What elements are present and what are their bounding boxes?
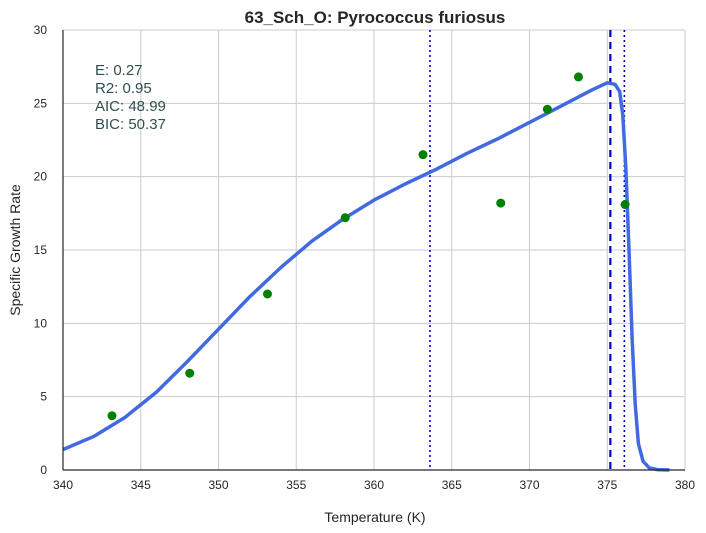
y-axis-label: Specific Growth Rate (7, 184, 23, 316)
y-tick-labels: 0 5 10 15 20 25 30 (34, 23, 48, 477)
y-tick-label: 30 (34, 23, 48, 37)
x-tick-label: 350 (208, 478, 228, 492)
data-points (107, 72, 630, 421)
data-point (573, 72, 583, 82)
data-point (107, 411, 117, 421)
x-tick-label: 355 (286, 478, 306, 492)
stat-e: E: 0.27 (95, 62, 143, 79)
y-tick-label: 10 (34, 316, 48, 330)
x-tick-label: 360 (364, 478, 384, 492)
y-tick-label: 20 (34, 170, 48, 184)
x-tick-labels: 340 345 350 355 360 365 370 375 380 (53, 478, 695, 492)
stat-bic: BIC: 50.37 (95, 116, 166, 133)
data-point (542, 104, 552, 114)
x-tick-label: 375 (597, 478, 617, 492)
fit-curve-group (62, 81, 670, 472)
data-point (496, 198, 506, 208)
data-point (340, 213, 350, 223)
grid-lines (62, 29, 686, 471)
stat-aic: AIC: 48.99 (95, 98, 166, 115)
x-tick-label: 340 (53, 478, 73, 492)
x-tick-label: 345 (131, 478, 151, 492)
fit-curve (62, 81, 670, 472)
chart-title: 63_Sch_O: Pyrococcus furiosus (245, 8, 506, 27)
x-tick-label: 365 (442, 478, 462, 492)
data-point (620, 200, 630, 210)
y-tick-label: 25 (34, 96, 48, 110)
data-point (185, 368, 195, 378)
y-tick-label: 15 (34, 243, 48, 257)
fit-statistics: E: 0.27 R2: 0.95 AIC: 48.99 BIC: 50.37 (95, 62, 166, 133)
y-tick-label: 0 (40, 463, 47, 477)
x-axis-label: Temperature (K) (324, 509, 425, 525)
reference-lines (429, 30, 626, 470)
x-tick-label: 380 (675, 478, 695, 492)
axes (62, 30, 685, 471)
x-tick-label: 370 (519, 478, 539, 492)
data-point (262, 289, 272, 299)
data-point (418, 150, 428, 160)
y-tick-label: 5 (40, 390, 47, 404)
stat-r2: R2: 0.95 (95, 80, 152, 97)
